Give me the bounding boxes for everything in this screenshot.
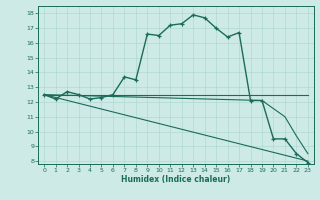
- X-axis label: Humidex (Indice chaleur): Humidex (Indice chaleur): [121, 175, 231, 184]
